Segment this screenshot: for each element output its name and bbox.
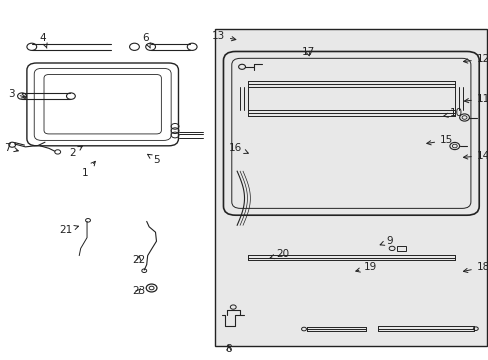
Text: 22: 22 [132,255,145,265]
Text: 4: 4 [40,33,47,48]
Bar [215,29,486,346]
Text: 3: 3 [8,89,25,99]
Text: 16: 16 [228,143,248,153]
Text: 19: 19 [355,262,377,272]
Text: 20: 20 [269,249,289,259]
Text: 2: 2 [69,146,82,158]
Text: 11: 11 [464,94,488,104]
Text: 23: 23 [132,286,145,296]
Text: 13: 13 [211,31,235,41]
Text: 21: 21 [59,225,79,235]
Text: 8: 8 [225,344,232,354]
Text: 7: 7 [4,143,18,153]
Text: 17: 17 [301,47,314,57]
Text: 6: 6 [142,33,150,48]
Text: 14: 14 [463,150,488,161]
Text: 15: 15 [426,135,452,145]
Bar [396,246,405,251]
Text: 18: 18 [463,262,488,273]
Text: 10: 10 [443,108,462,118]
Text: 9: 9 [379,236,392,246]
Text: 12: 12 [463,54,488,64]
Text: 5: 5 [147,154,160,165]
Text: 1: 1 [82,161,95,178]
